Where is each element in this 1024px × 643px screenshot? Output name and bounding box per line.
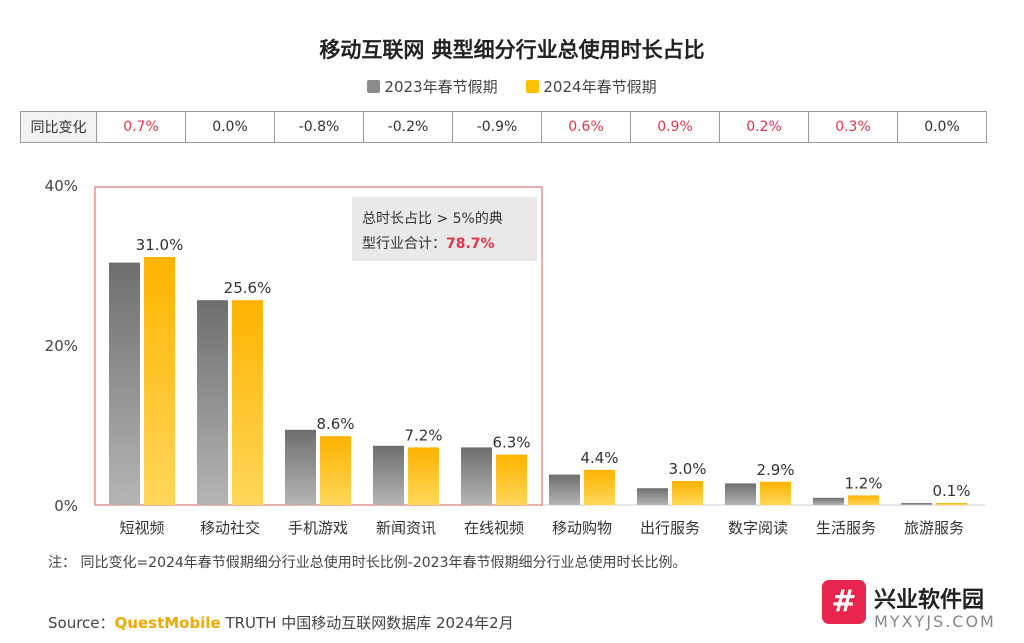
footnote: 注： 同比变化=2024年春节假期细分行业总使用时长比例-2023年春节假期细分… <box>48 555 687 571</box>
data-label: 2.9% <box>756 461 794 479</box>
bar-2023 <box>109 262 140 505</box>
y-tick-label: 20% <box>45 337 78 355</box>
callout-box <box>352 197 537 261</box>
legend-item-2023: 2023年春节假期 <box>367 76 498 97</box>
x-tick-label: 出行服务 <box>640 519 700 537</box>
y-tick-label: 0% <box>54 497 78 515</box>
source-brand: QuestMobile <box>114 614 221 632</box>
bar-2024 <box>672 481 703 505</box>
source-line: Source：QuestMobile TRUTH 中国移动互联网数据库 2024… <box>48 612 514 633</box>
yoy-table: 同比变化 0.7% 0.0% -0.8% -0.2% -0.9% 0.6% 0.9% 0.2%… <box>20 111 987 143</box>
bar-2024 <box>232 300 263 505</box>
chart-legend: 2023年春节假期 2024年春节假期 <box>0 76 1024 97</box>
bar-2024 <box>408 447 439 505</box>
x-tick-label: 在线视频 <box>464 519 524 537</box>
bar-2024 <box>144 257 175 505</box>
x-tick-label: 新闻资讯 <box>376 519 436 537</box>
highlight-box <box>94 186 543 506</box>
callout-prefix: 型行业合计： <box>362 236 446 252</box>
bar-2024 <box>584 469 615 505</box>
bar-2023 <box>637 488 668 505</box>
x-tick-label: 旅游服务 <box>904 519 964 537</box>
x-tick-label: 移动购物 <box>552 519 612 537</box>
data-label: 8.6% <box>316 415 354 433</box>
data-label: 1.2% <box>844 474 882 492</box>
bar-2024 <box>848 495 879 505</box>
data-label: 0.1% <box>932 482 970 500</box>
watermark-url: MYXYJS.COM <box>874 612 996 631</box>
yoy-cell: 0.7% <box>96 111 186 143</box>
legend-swatch-2024 <box>526 80 540 93</box>
data-label: 7.2% <box>404 426 442 444</box>
data-label: 3.0% <box>668 460 706 478</box>
source-rest: TRUTH 中国移动互联网数据库 2024年2月 <box>220 614 514 632</box>
x-tick-label: 手机游戏 <box>288 519 348 537</box>
legend-label-2024: 2024年春节假期 <box>543 78 657 96</box>
data-label: 4.4% <box>580 449 618 467</box>
watermark-logo-icon: # <box>822 580 866 624</box>
watermark-name: 兴业软件园 <box>874 588 985 613</box>
yoy-row: 同比变化 0.7% 0.0% -0.8% -0.2% -0.9% 0.6% 0.9% 0.2%… <box>20 111 987 143</box>
data-label: 31.0% <box>136 236 184 254</box>
legend-item-2024: 2024年春节假期 <box>526 76 657 97</box>
callout-line-1: 总时长占比 > 5%的典 <box>362 211 503 227</box>
bar-2023 <box>285 429 316 505</box>
bar-2023 <box>813 497 844 505</box>
yoy-header: 同比变化 <box>20 111 97 143</box>
yoy-cell: 0.9% <box>630 111 720 143</box>
x-tick-label: 生活服务 <box>816 519 876 537</box>
data-label: 6.3% <box>492 434 530 452</box>
bar-2024 <box>320 436 351 505</box>
y-tick-label: 40% <box>45 177 78 195</box>
bar-2023 <box>197 300 228 505</box>
yoy-cell: 0.3% <box>808 111 898 143</box>
bar-2023 <box>725 483 756 505</box>
legend-swatch-2023 <box>367 80 381 93</box>
bar-2023 <box>461 447 492 505</box>
bar-2023 <box>549 474 580 505</box>
bar-2023 <box>373 445 404 505</box>
yoy-cell: -0.8% <box>274 111 364 143</box>
bar-2024 <box>760 481 791 505</box>
bar-2024 <box>496 454 527 505</box>
yoy-cell: 0.2% <box>719 111 809 143</box>
bar-2023 <box>901 503 932 505</box>
x-tick-label: 短视频 <box>119 519 164 537</box>
source-prefix: Source： <box>48 614 115 632</box>
yoy-cell: 0.6% <box>541 111 631 143</box>
callout-line-2: 型行业合计：78.7% <box>362 236 495 252</box>
data-label: 25.6% <box>224 279 272 297</box>
chart-title: 移动互联网 典型细分行业总使用时长占比 <box>319 38 705 62</box>
callout-highlight: 78.7% <box>446 236 495 252</box>
yoy-cell: 0.0% <box>897 111 987 143</box>
yoy-cell: -0.9% <box>452 111 542 143</box>
yoy-cell: 0.0% <box>185 111 275 143</box>
bar-2024 <box>936 503 967 505</box>
x-tick-label: 数字阅读 <box>728 519 788 537</box>
x-tick-label: 移动社交 <box>200 519 260 537</box>
yoy-cell: -0.2% <box>363 111 453 143</box>
legend-label-2023: 2023年春节假期 <box>384 78 498 96</box>
